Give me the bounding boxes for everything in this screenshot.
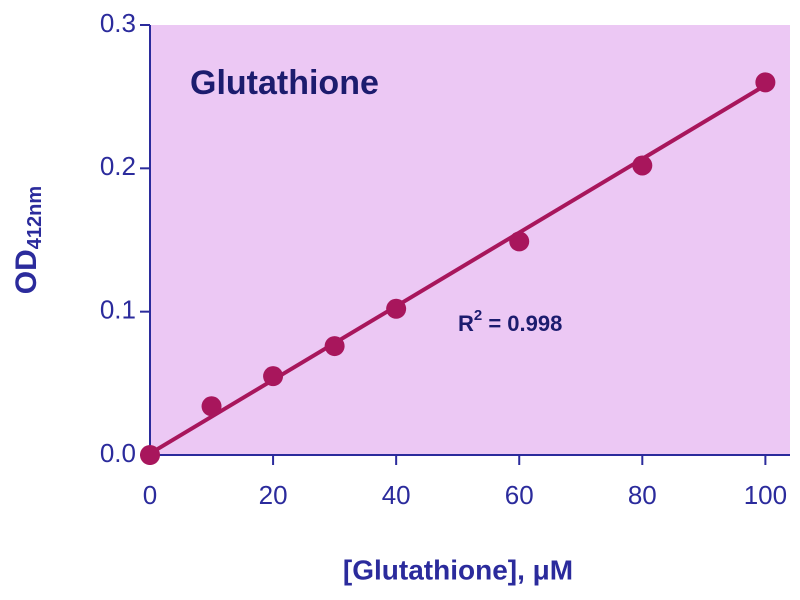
annotation-rest: = 0.998 [482,311,562,336]
fit-line [148,83,767,456]
y-tick-label: 0.3 [100,8,136,38]
annotation-base: R [458,311,474,336]
chart-title: Glutathione [190,64,379,102]
y-axis-label: OD412nm [10,186,46,294]
data-point [509,231,530,252]
y-tick-label: 0.0 [100,438,136,468]
annotation-sup: 2 [474,307,482,324]
data-point [140,445,160,465]
data-point [632,155,653,176]
plot-area [150,25,790,455]
data-point [324,336,345,357]
data-point [386,298,407,319]
x-tick-label: 20 [259,480,288,510]
y-label-main: OD [10,249,43,294]
x-tick-label: 100 [744,480,787,510]
data-point [263,366,284,387]
x-axis-label: [Glutathione], μM [343,554,573,585]
y-tick-label: 0.2 [100,151,136,181]
x-tick-label: 0 [143,480,157,510]
x-tick-label: 60 [505,480,534,510]
x-tick-label: 40 [382,480,411,510]
x-tick-label: 80 [628,480,657,510]
data-point [201,396,222,417]
y-label-sub: 412nm [24,186,46,249]
data-point [755,72,776,93]
y-tick-label: 0.1 [100,295,136,325]
annotation: R2 = 0.998 [458,307,562,336]
